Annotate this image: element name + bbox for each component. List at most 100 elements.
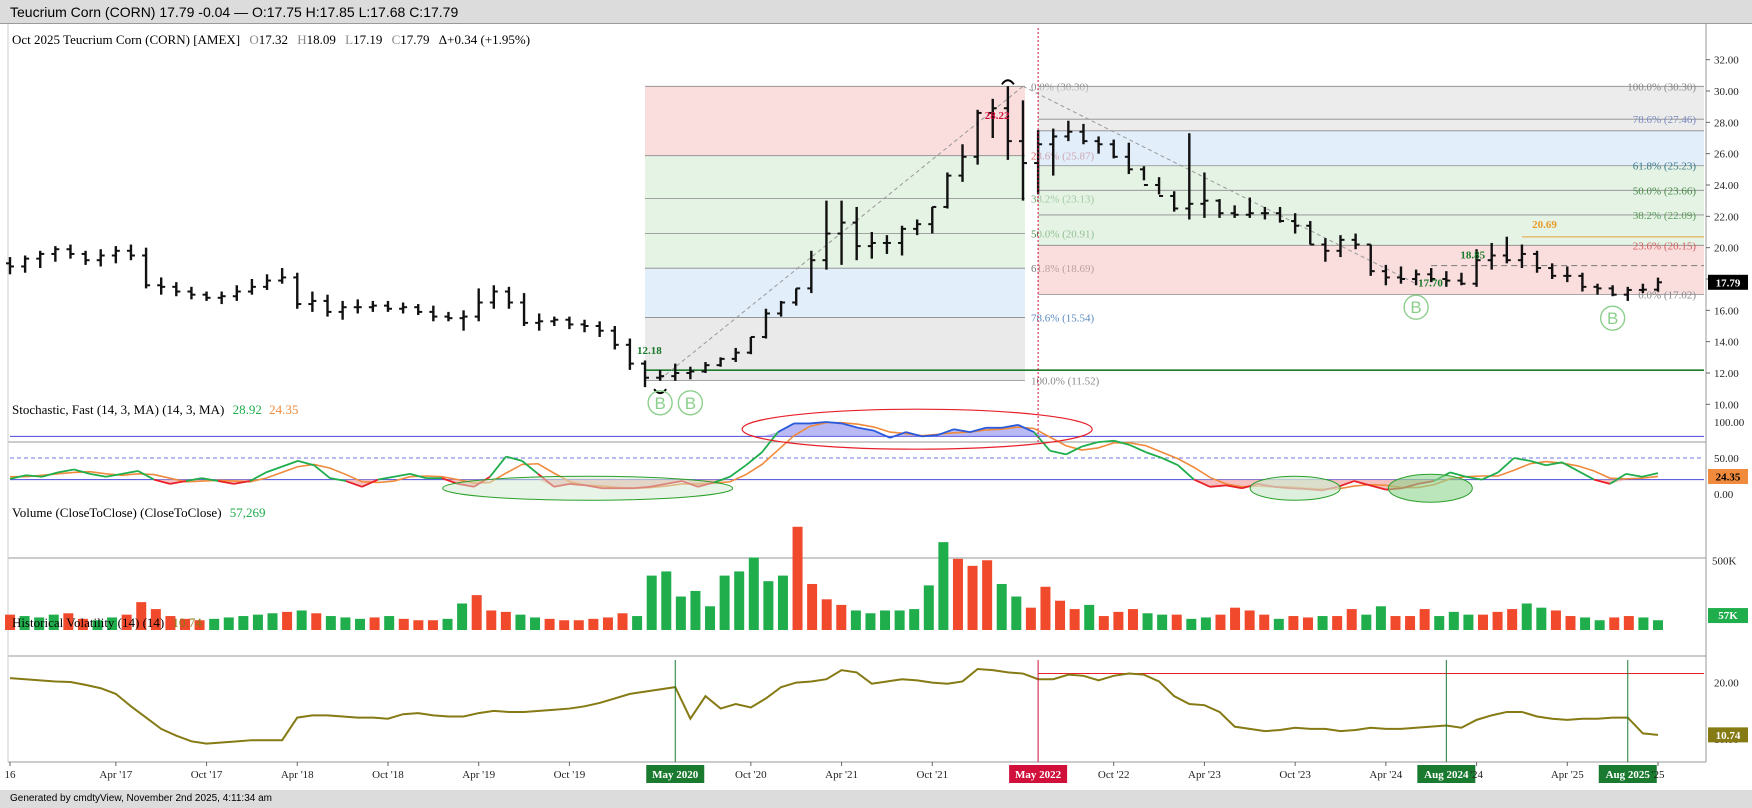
downtrend-line xyxy=(1022,85,1417,285)
stochastic-k-segment xyxy=(505,455,523,462)
stochastic-k-segment xyxy=(201,477,219,482)
volume-bar xyxy=(296,610,307,630)
volume-bar xyxy=(1346,609,1357,630)
volume-bar xyxy=(1580,617,1591,630)
price-tick-label: 14.00 xyxy=(1714,337,1739,349)
x-tick-label: Oct '22 xyxy=(1098,769,1130,781)
volume-bar xyxy=(500,611,511,630)
volume-bar xyxy=(1448,611,1459,630)
stochastic-k-segment xyxy=(1465,475,1483,481)
stochastic-k-segment xyxy=(1161,457,1179,467)
volume-bar xyxy=(223,617,234,630)
stochastic-tick-label: 100.00 xyxy=(1714,417,1745,429)
hv-last-value: 10.74 xyxy=(1716,730,1741,742)
stochastic-k-segment xyxy=(153,478,171,485)
chart-canvas[interactable]: Oct 2025 Teucrium Corn (CORN) [AMEX] O17… xyxy=(0,24,1752,790)
volume-bar xyxy=(325,616,336,630)
volume-bar xyxy=(690,590,701,630)
stochastic-k-segment xyxy=(1129,444,1147,454)
volume-bar xyxy=(1215,614,1226,630)
last-price-value: 17.79 xyxy=(1716,277,1741,289)
volume-bar xyxy=(1434,616,1445,630)
historical-volatility-line xyxy=(9,668,1704,745)
volume-bar xyxy=(340,617,351,630)
date-marker-badge xyxy=(646,765,705,783)
stochastic-k-segment xyxy=(1097,439,1115,444)
stochastic-k-segment xyxy=(73,468,91,475)
volume-bar xyxy=(1157,614,1168,630)
fib-zone xyxy=(645,198,1025,234)
stochastic-k-segment xyxy=(313,464,331,479)
date-marker-lines xyxy=(674,28,1629,762)
volume-bar xyxy=(705,606,716,630)
x-tick-label: Apr '25 xyxy=(1551,769,1584,781)
volume-bar xyxy=(894,610,905,630)
volume-bar xyxy=(1390,616,1401,630)
fib-left-label: 78.6% (15.54) xyxy=(1031,313,1095,325)
volume-bar xyxy=(398,618,409,630)
volume-bar xyxy=(1550,610,1561,630)
price-tick-label: 22.00 xyxy=(1714,211,1739,223)
stochastic-k-segment xyxy=(1497,457,1515,474)
low-label: L xyxy=(345,32,353,47)
swing-low-bracket xyxy=(653,388,667,395)
swing-label-17-70: 17.70 xyxy=(1418,278,1443,290)
volume-panel-header: Volume (CloseToClose) (CloseToClose) 57,… xyxy=(12,505,266,520)
window-title: Teucrium Corn (CORN) 17.79 -0.04 — O:17.… xyxy=(0,0,1752,24)
stochastic-k-segment xyxy=(905,431,923,438)
stochastic-k-segment xyxy=(329,477,347,482)
stochastic-plot xyxy=(9,408,1704,503)
fib-right-label: 100.0% (30.30) xyxy=(1627,81,1696,93)
volume-bar xyxy=(1477,614,1488,630)
stochastic-k-segment xyxy=(921,434,939,438)
stochastic-k-segment xyxy=(265,465,283,474)
close-label: C xyxy=(392,32,401,47)
stochastic-k-segment xyxy=(1017,424,1035,433)
stochastic-k-segment xyxy=(873,429,891,439)
volume-bar xyxy=(1040,586,1051,630)
volume-bar xyxy=(967,565,978,630)
price-tick-label: 16.00 xyxy=(1714,305,1739,317)
buy-signal-glyph: B xyxy=(685,394,696,413)
price-tick-label: 30.00 xyxy=(1714,86,1739,98)
volume-bar xyxy=(1244,610,1255,630)
stochastic-k-segment xyxy=(57,468,75,474)
volume-bar xyxy=(427,620,438,630)
stochastic-k-segment xyxy=(393,472,411,478)
volume-bar xyxy=(121,614,132,630)
stochastic-k-segment xyxy=(361,478,379,488)
volume-title: Volume (CloseToClose) (CloseToClose) xyxy=(12,505,222,520)
stochastic-k-segment xyxy=(1353,480,1371,487)
close-value: 17.79 xyxy=(400,32,429,47)
volume-bar xyxy=(1536,607,1547,630)
stochastic-k-segment xyxy=(777,422,795,433)
volume-bar xyxy=(413,620,424,630)
volume-bar xyxy=(923,585,934,630)
stochastic-k-segment xyxy=(745,451,763,466)
date-marker-badge xyxy=(1417,765,1476,783)
stochastic-k-segment xyxy=(121,470,139,475)
volume-bar xyxy=(1113,611,1124,630)
x-tick-label: Oct '20 xyxy=(735,769,767,781)
buy-signal-marker: B xyxy=(677,390,704,416)
volume-bar xyxy=(92,620,103,630)
volume-bar xyxy=(821,599,832,630)
volume-bar xyxy=(544,618,555,630)
price-y-axis: 10.0012.0014.0016.0018.0020.0022.0024.00… xyxy=(1706,55,1739,411)
stochastic-k-segment xyxy=(345,480,363,488)
volume-bar xyxy=(384,616,395,630)
buy-signal-glyph: B xyxy=(1607,309,1618,328)
volume-bar xyxy=(1609,617,1620,630)
fib-zone xyxy=(1038,119,1704,131)
fibonacci-retracement-2022-2025[interactable]: 100.0% (30.30) 78.6% (27.46) 61.8% (25.23)… xyxy=(1038,81,1704,301)
volume-bars xyxy=(5,526,1663,630)
x-tick-label: Apr '23 xyxy=(1188,769,1221,781)
stochastic-k-segment xyxy=(1209,484,1227,488)
stochastic-last-tag: 24.35 xyxy=(1708,468,1748,484)
volume-bar xyxy=(471,595,482,630)
contract-name: Oct 2025 Teucrium Corn (CORN) [AMEX] xyxy=(12,32,240,47)
volume-bar xyxy=(1375,606,1386,630)
volume-bar xyxy=(457,603,468,630)
volume-bar xyxy=(282,611,293,630)
volume-bar xyxy=(1288,616,1299,630)
